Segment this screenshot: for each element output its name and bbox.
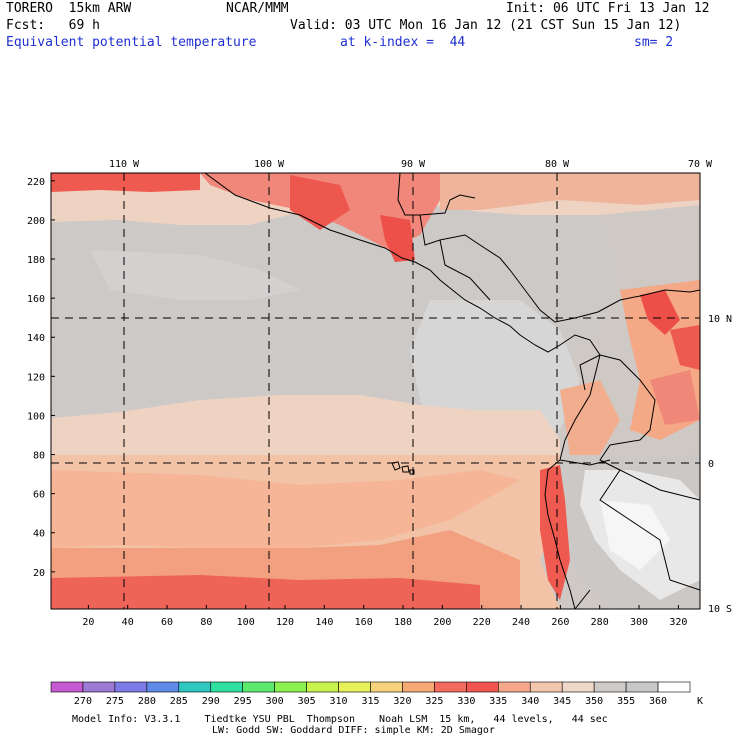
y-grid-label: 20	[33, 568, 45, 579]
colorbar-swatch	[306, 681, 339, 693]
colorbar-swatch	[561, 681, 595, 693]
colorbar-unit: K	[697, 696, 703, 707]
map-frame	[50, 172, 701, 610]
y-grid-label: 100	[27, 411, 45, 422]
colorbar-swatch	[625, 681, 659, 693]
init-time: Init: 06 UTC Fri 13 Jan 12	[506, 1, 710, 16]
x-grid-label: 100	[237, 617, 255, 628]
colorbar	[50, 681, 691, 693]
colorbar-swatch	[274, 681, 307, 693]
lon-label-80w: 80 W	[545, 159, 570, 170]
y-grid-label: 80	[33, 451, 45, 462]
lon-label-70w: 70 W	[688, 159, 713, 170]
y-grid-label: 40	[33, 529, 45, 540]
colorbar-label: 300	[266, 696, 284, 707]
colorbar-label: 320	[393, 696, 411, 707]
colorbar-swatch	[82, 681, 116, 693]
lon-label-90w: 90 W	[401, 159, 426, 170]
colorbar-swatch	[178, 681, 212, 693]
y-grid-label: 140	[27, 333, 45, 344]
colorbar-swatch	[466, 681, 499, 693]
colorbar-label: 345	[553, 696, 571, 707]
colorbar-label: 270	[74, 696, 92, 707]
x-grid-label: 80	[200, 617, 212, 628]
y-grid-label: 160	[27, 294, 45, 305]
smoothing-label: sm= 2	[634, 35, 674, 50]
colorbar-label: 325	[425, 696, 443, 707]
y-grid-label: 120	[27, 372, 45, 383]
x-grid-label: 160	[355, 617, 373, 628]
level-label: at k-index = 44	[340, 35, 466, 50]
colorbar-label: 355	[617, 696, 635, 707]
colorbar-label: 285	[170, 696, 188, 707]
model-name: TORERO 15km ARW	[6, 1, 132, 16]
coastlines	[204, 173, 700, 609]
y-grid-label: 220	[27, 177, 45, 188]
x-grid-label: 300	[630, 617, 648, 628]
lat-label-10s: 10 S	[708, 604, 732, 615]
colorbar-swatch	[370, 681, 403, 693]
colorbar-label: 340	[521, 696, 539, 707]
colorbar-label: 330	[457, 696, 475, 707]
lon-label-110w: 110 W	[109, 159, 140, 170]
colorbar-swatch	[338, 681, 371, 693]
organization: NCAR/MMM	[226, 1, 289, 16]
colorbar-swatch	[593, 681, 627, 693]
theta-e-field	[51, 173, 700, 609]
field-name: Equivalent potential temperature	[6, 35, 257, 50]
colorbar-label: 280	[138, 696, 156, 707]
colorbar-swatch	[210, 681, 244, 693]
colorbar-swatch	[497, 681, 531, 693]
x-grid-label: 260	[551, 617, 569, 628]
x-grid-label: 120	[276, 617, 294, 628]
x-grid-label: 140	[315, 617, 333, 628]
colorbar-swatch	[529, 681, 563, 693]
colorbar-swatch	[402, 681, 435, 693]
colorbar-swatch	[657, 681, 691, 693]
colorbar-swatch	[114, 681, 148, 693]
colorbar-label: 350	[585, 696, 603, 707]
colorbar-swatch	[50, 681, 84, 693]
colorbar-label: 335	[489, 696, 507, 707]
colorbar-swatch	[242, 681, 275, 693]
axis-ticks	[51, 180, 679, 609]
colorbar-label: 290	[202, 696, 220, 707]
x-grid-label: 240	[512, 617, 530, 628]
x-grid-label: 320	[669, 617, 687, 628]
lat-label-10n: 10 N	[708, 314, 732, 325]
y-grid-label: 60	[33, 490, 45, 501]
colorbar-label: 310	[330, 696, 348, 707]
graticule	[51, 173, 700, 609]
colorbar-label: 360	[649, 696, 667, 707]
x-grid-label: 60	[161, 617, 173, 628]
lat-label-0: 0	[708, 459, 714, 470]
colorbar-label: 315	[361, 696, 379, 707]
lon-label-100w: 100 W	[254, 159, 285, 170]
x-grid-label: 200	[433, 617, 451, 628]
x-grid-label: 20	[82, 617, 94, 628]
colorbar-label: 305	[298, 696, 316, 707]
y-grid-label: 180	[27, 255, 45, 266]
x-grid-label: 280	[591, 617, 609, 628]
forecast-hour: Fcst: 69 h	[6, 18, 100, 33]
model-info-line-2: LW: Godd SW: Goddard DIFF: simple KM: 2D…	[212, 725, 495, 736]
x-grid-label: 220	[473, 617, 491, 628]
colorbar-swatch	[434, 681, 467, 693]
x-grid-label: 180	[394, 617, 412, 628]
y-grid-label: 200	[27, 216, 45, 227]
colorbar-label: 295	[234, 696, 252, 707]
valid-time: Valid: 03 UTC Mon 16 Jan 12 (21 CST Sun …	[290, 18, 682, 33]
colorbar-label: 275	[106, 696, 124, 707]
model-info-line-1: Model Info: V3.3.1 Tiedtke YSU PBL Thomp…	[72, 714, 608, 725]
colorbar-swatch	[146, 681, 180, 693]
x-grid-label: 40	[122, 617, 134, 628]
